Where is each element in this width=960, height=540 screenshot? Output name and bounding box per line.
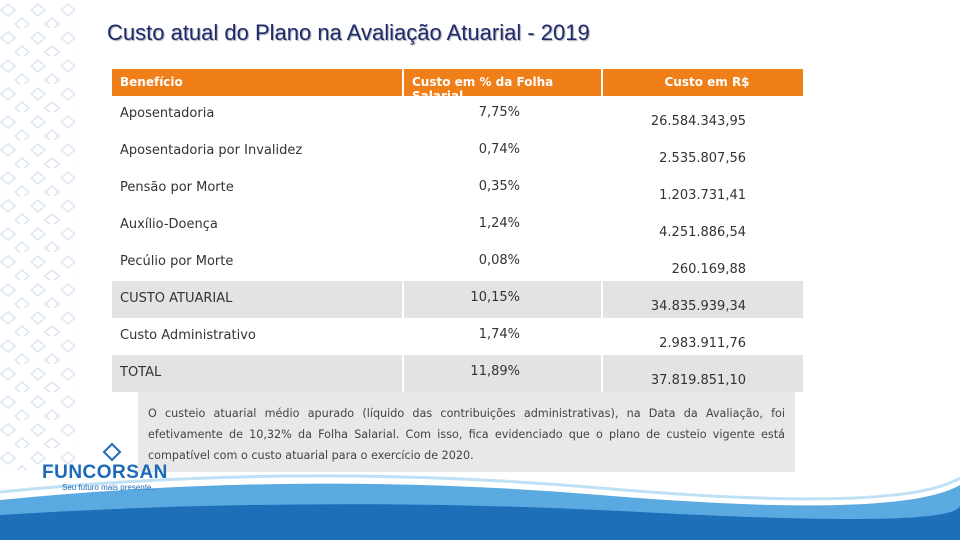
- table-cell: 2.535.807,56: [601, 133, 803, 170]
- table-cell: TOTAL: [120, 365, 162, 380]
- table-cell: CUSTO ATUARIAL: [120, 291, 233, 306]
- table-cell: 37.819.851,10: [601, 355, 803, 392]
- header-cell: Benefício: [120, 75, 183, 89]
- header-row: Benefício Custo em % da Folha Salarial Cus…: [112, 69, 803, 103]
- table-cell: Auxílio-Doença: [120, 217, 218, 232]
- table-cell: 1,74%: [402, 318, 601, 355]
- table-row: TOTAL 11,89% 37.819.851,10: [112, 355, 803, 392]
- table-cell: 0,08%: [402, 244, 601, 281]
- header-cell: Custo em % da Folha Salarial: [402, 69, 601, 103]
- table-cell: 0,35%: [402, 170, 601, 207]
- logo-name: FUNCORSAN: [42, 462, 168, 483]
- table-cell: Aposentadoria por Invalidez: [120, 143, 303, 158]
- table-cell: 11,89%: [402, 355, 601, 392]
- table-cell: 260.169,88: [601, 244, 803, 281]
- table-cell: Pensão por Morte: [120, 180, 234, 195]
- cost-table: Benefício Custo em % da Folha Salarial Cus…: [112, 69, 803, 392]
- table-row: Pensão por Morte 0,35% 1.203.731,41: [112, 170, 803, 207]
- table-row: Custo Administrativo 1,74% 2.983.911,76: [112, 318, 803, 355]
- table-cell: 4.251.886,54: [601, 207, 803, 244]
- table-cell: 10,15%: [402, 281, 601, 318]
- table-cell: Pecúlio por Morte: [120, 254, 234, 269]
- logo-tagline: Seu futuro mais presente.: [62, 483, 154, 492]
- table-row: Aposentadoria 7,75% 26.584.343,95: [112, 96, 803, 133]
- table-row: Aposentadoria por Invalidez 0,74% 2.535.80…: [112, 133, 803, 170]
- table-cell: 34.835.939,34: [601, 281, 803, 318]
- table-cell: 0,74%: [402, 133, 601, 170]
- table-cell: 1,24%: [402, 207, 601, 244]
- table-cell: 7,75%: [402, 96, 601, 133]
- note: O custeio atuarial médio apurado (líquid…: [138, 392, 795, 472]
- table-cell: 2.983.911,76: [601, 318, 803, 355]
- table-cell: Custo Administrativo: [120, 328, 256, 343]
- header-cell: Custo em R$: [601, 69, 803, 96]
- slide-title: Custo atual do Plano na Avaliação Atuari…: [107, 20, 590, 45]
- table-cell: 1.203.731,41: [601, 170, 803, 207]
- table-cell: 26.584.343,95: [601, 96, 803, 133]
- table-row: Pecúlio por Morte 0,08% 260.169,88: [112, 244, 803, 281]
- table-cell: Aposentadoria: [120, 106, 215, 121]
- table-row: Auxílio-Doença 1,24% 4.251.886,54: [112, 207, 803, 244]
- table-row: CUSTO ATUARIAL 10,15% 34.835.939,34: [112, 281, 803, 318]
